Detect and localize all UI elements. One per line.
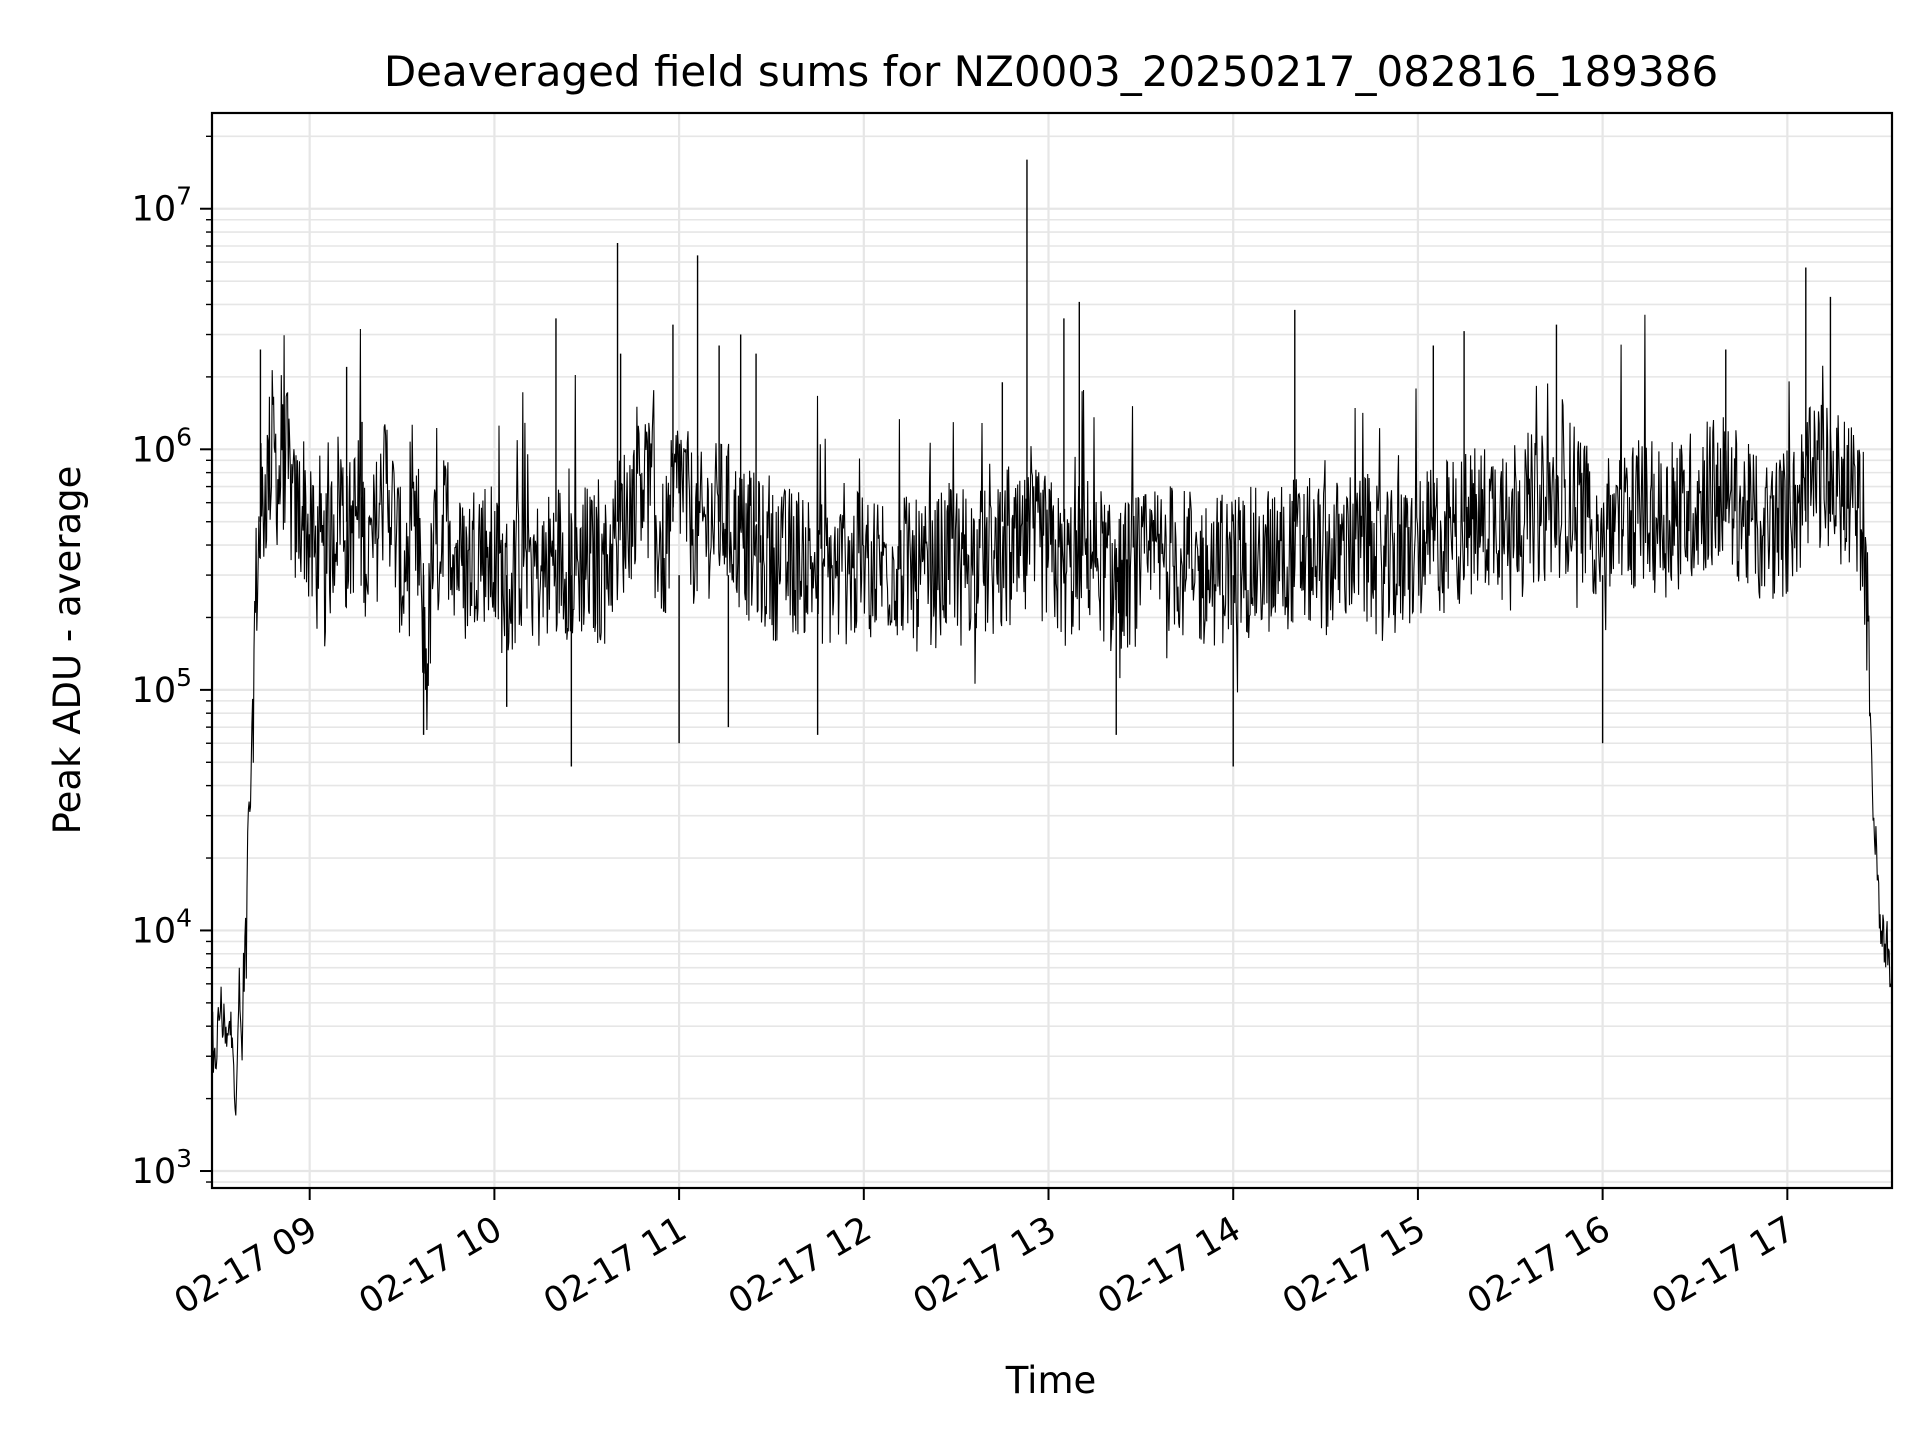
y-tick-label: 105 [132,663,192,711]
series-line [212,314,1892,1116]
chart-title: Deaveraged field sums for NZ0003_2025021… [384,47,1718,96]
y-tick-label: 106 [132,422,192,470]
plot-area [212,159,1892,1116]
series-group [212,159,1892,1116]
grid [212,113,1892,1188]
y-tick-label: 104 [132,903,192,951]
y-axis-label: Peak ADU - average [46,466,89,835]
x-axis-label: Time [1005,1359,1097,1402]
plot-frame [210,111,1894,1190]
y-tick-label: 103 [132,1144,192,1192]
y-tick-label: 107 [132,182,192,230]
